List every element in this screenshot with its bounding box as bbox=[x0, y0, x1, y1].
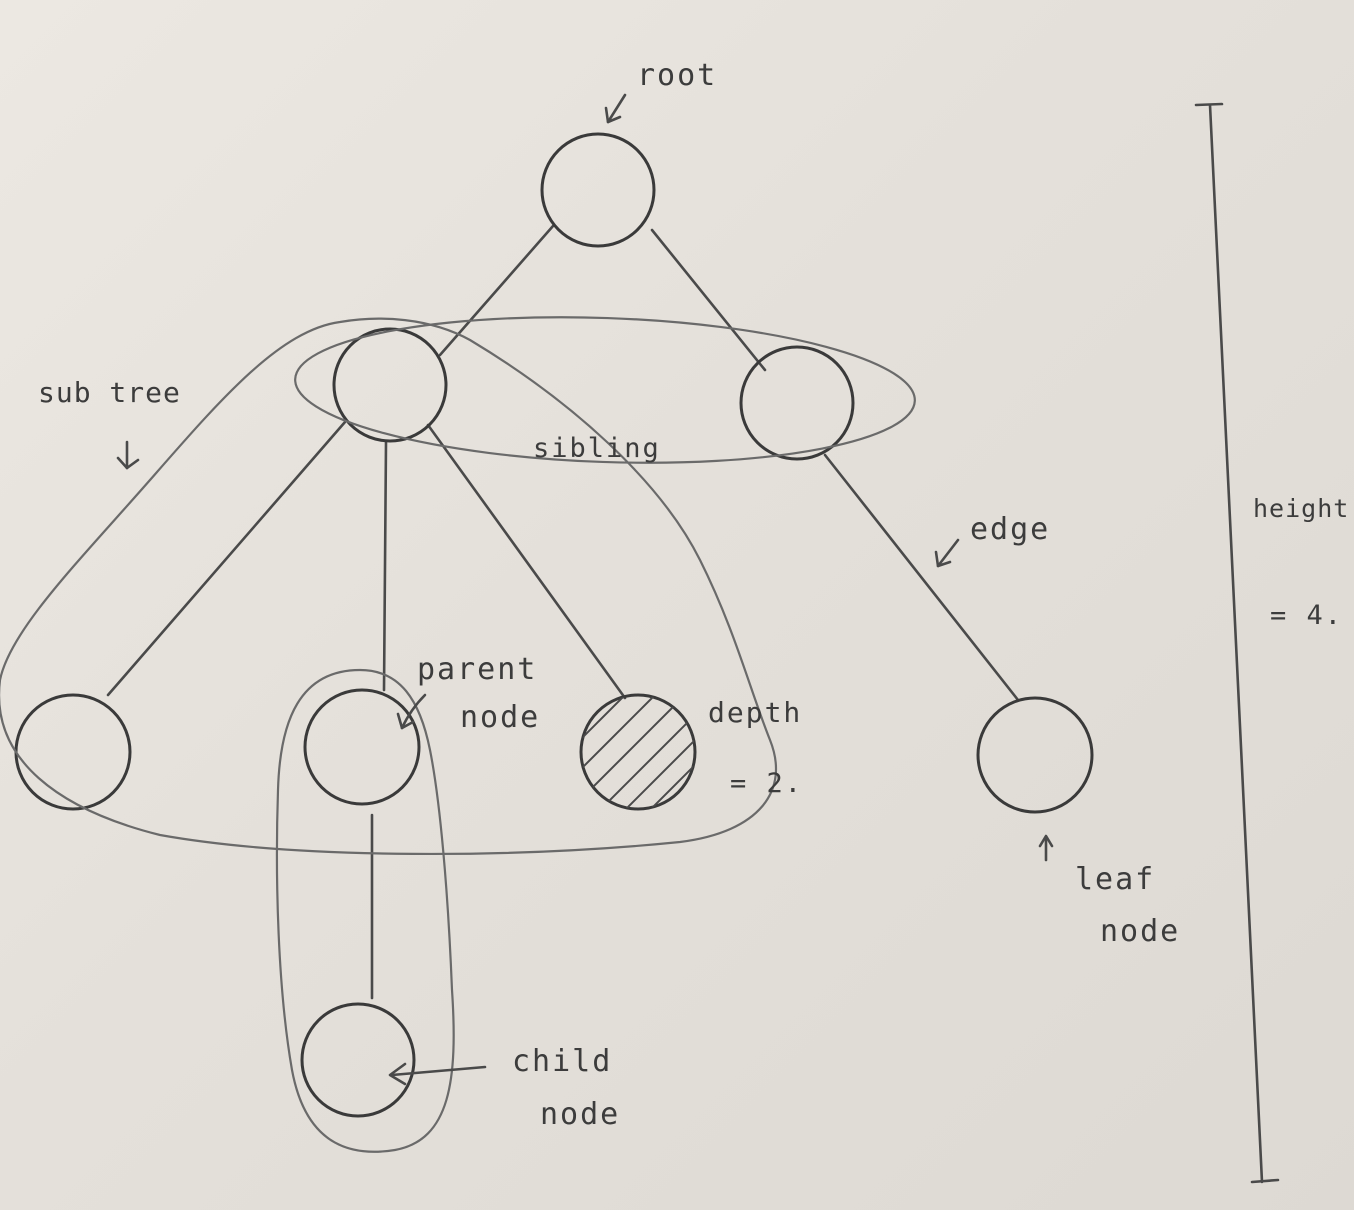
edge-b-leaf bbox=[823, 453, 1020, 702]
child-label-line2: node bbox=[540, 1097, 621, 1132]
leaf-label-line2: node bbox=[1100, 914, 1181, 949]
subtree-outline bbox=[0, 317, 778, 856]
shaded-node-hatching bbox=[581, 695, 695, 809]
child-arrow-icon bbox=[388, 1062, 487, 1086]
subtree-label: sub tree bbox=[38, 376, 181, 409]
edge-a-middle bbox=[382, 440, 388, 692]
child-label-line1: child bbox=[512, 1044, 613, 1079]
leaf-label-line1: leaf bbox=[1075, 862, 1156, 897]
node-level1-right bbox=[739, 345, 855, 461]
edge-root-left bbox=[438, 224, 555, 357]
depth-value: = 2. bbox=[730, 768, 804, 799]
leaf-arrow-icon bbox=[1038, 834, 1054, 862]
parent-label-line2: node bbox=[460, 700, 541, 735]
root-arrow-icon bbox=[604, 93, 627, 124]
parent-arrow-icon bbox=[396, 693, 427, 730]
height-bracket-bottom bbox=[1250, 1178, 1280, 1184]
sibling-label: sibling bbox=[533, 433, 661, 464]
root-node bbox=[540, 132, 656, 248]
depth-label: depth bbox=[708, 696, 803, 729]
shaded-node bbox=[579, 693, 697, 811]
edge-root-right bbox=[650, 228, 767, 372]
parent-label-line1: parent bbox=[417, 652, 538, 687]
root-label: root bbox=[637, 58, 718, 93]
child-node bbox=[300, 1002, 416, 1118]
leaf-node bbox=[976, 696, 1094, 814]
node-level1-left bbox=[332, 327, 448, 443]
height-bracket-top bbox=[1194, 102, 1224, 107]
edge-label: edge bbox=[970, 512, 1051, 547]
edge-a-leftmost bbox=[106, 420, 347, 697]
height-value: = 4. bbox=[1270, 600, 1344, 631]
node-level2-leftmost bbox=[14, 693, 132, 811]
edge-arrow-icon bbox=[934, 538, 960, 568]
sibling-outline bbox=[294, 316, 916, 464]
height-bracket-line bbox=[1208, 103, 1264, 1184]
height-label: height bbox=[1253, 494, 1350, 523]
subtree-arrow-icon bbox=[116, 440, 140, 470]
parent-child-outline bbox=[275, 668, 455, 1153]
parent-node bbox=[303, 688, 421, 806]
edge-a-shaded bbox=[426, 423, 627, 700]
